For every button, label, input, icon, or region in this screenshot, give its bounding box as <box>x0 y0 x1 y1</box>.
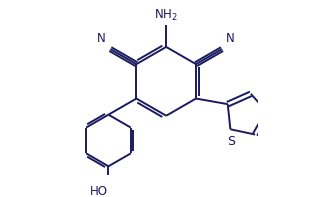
Text: S: S <box>228 135 235 148</box>
Text: NH$_2$: NH$_2$ <box>154 8 178 23</box>
Text: N: N <box>226 32 235 45</box>
Text: N: N <box>97 32 106 45</box>
Text: HO: HO <box>89 185 107 197</box>
